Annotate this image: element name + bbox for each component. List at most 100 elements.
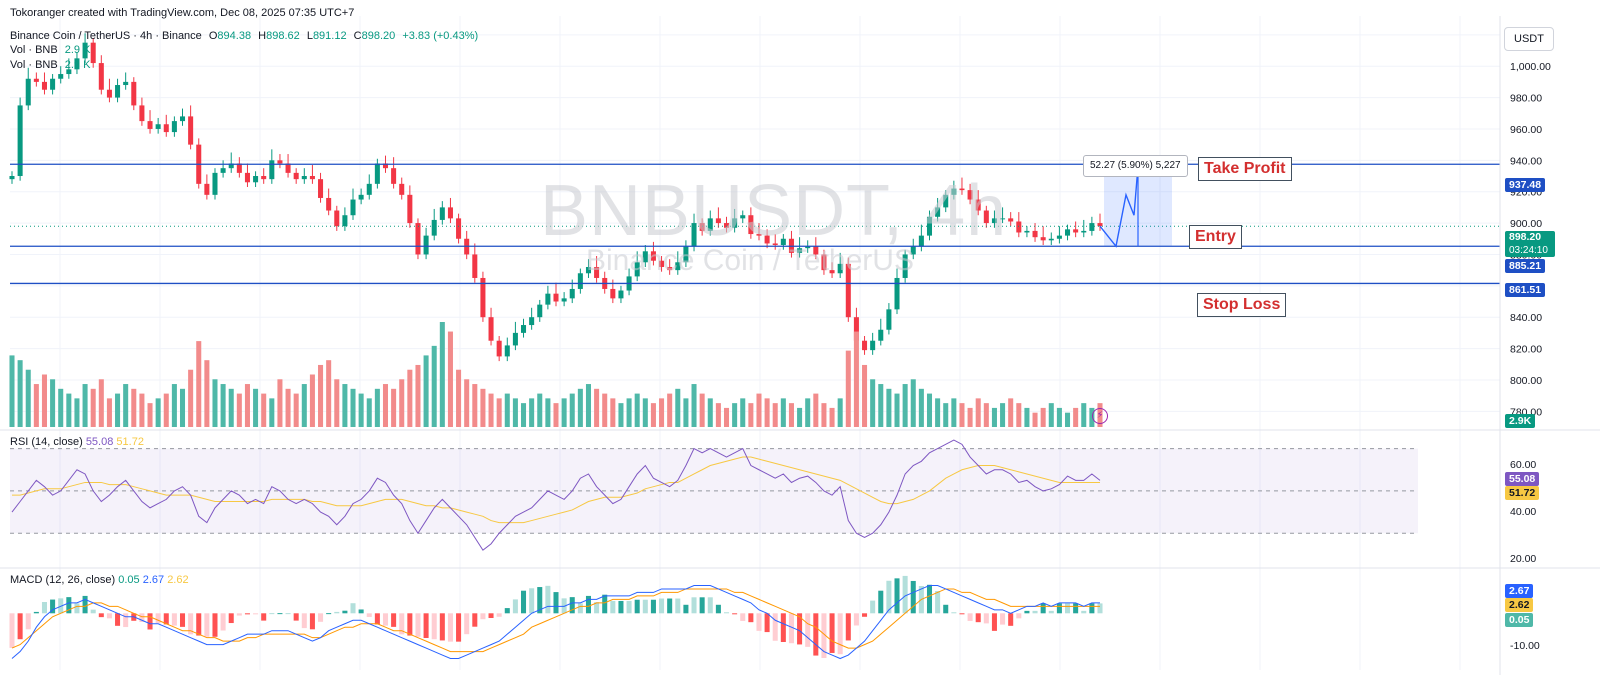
macd-histogram-bar (179, 613, 186, 627)
macd-histogram-bar (764, 613, 770, 633)
candle-body (634, 262, 640, 277)
macd-histogram-bar (90, 609, 96, 614)
volume-bar (626, 398, 632, 427)
volume-bar (740, 398, 746, 427)
macd-histogram-bar (1008, 613, 1014, 626)
volume-bar (821, 403, 827, 427)
volume-bar (983, 403, 989, 427)
volume-bar (1073, 407, 1079, 427)
candle-body (496, 340, 502, 357)
volume-bar (188, 369, 194, 427)
take-profit-price-tag: 937.48 (1505, 178, 1546, 192)
volume-bar (829, 407, 835, 427)
candle-body (139, 105, 145, 122)
volume-bar (212, 379, 218, 427)
volume-bar (772, 403, 778, 427)
candle-body (431, 219, 437, 236)
macd-histogram-bar (886, 580, 892, 614)
volume-bar (123, 384, 129, 427)
volume-value: 2.9 K (64, 44, 91, 56)
candle-body (9, 176, 15, 180)
volume-bar (1056, 407, 1062, 427)
volume-tag: 2.9K (1505, 414, 1536, 428)
candle-body (423, 235, 429, 255)
candle-body (391, 168, 397, 184)
lightning-icon[interactable]: ⚡ (1092, 408, 1108, 424)
candle-body (797, 248, 803, 253)
macd-histogram-bar (309, 613, 315, 630)
macd-histogram-bar (407, 613, 413, 636)
macd-histogram-bar (1032, 610, 1038, 614)
volume-bar (707, 398, 713, 427)
macd-histogram-bar (253, 613, 259, 615)
macd-histogram-bar (675, 598, 681, 614)
macd-histogram-bar (399, 613, 405, 635)
volume-bar (342, 384, 348, 427)
last-price: 898.20 (1509, 231, 1542, 243)
volume-bar (512, 398, 518, 427)
ohlc-low: 891.12 (312, 30, 347, 42)
symbol-name[interactable]: Binance Coin / TetherUS · 4h · Binance (10, 30, 202, 42)
take-profit-label: Take Profit (1198, 157, 1292, 181)
candle-body (326, 197, 332, 211)
candle-body (399, 183, 405, 195)
price-axis-label: 1,000.00 (1510, 61, 1551, 73)
candle-body (447, 207, 453, 219)
volume-bar (1016, 403, 1022, 427)
volume-bar (244, 384, 250, 427)
candle-body (123, 81, 129, 86)
last-price-tag: 898.20 03:24:10 (1505, 231, 1555, 257)
candle-body (1032, 230, 1038, 238)
macd-histogram-bar (1056, 603, 1062, 614)
watermark-title: BNBUSDT, 4h (540, 171, 1008, 251)
macd-histogram-bar (423, 613, 429, 638)
macd-histogram-bar (642, 599, 648, 614)
macd-histogram-bar (123, 613, 129, 628)
macd-histogram-bar (1000, 613, 1006, 625)
ohlc-change: +3.83 (+0.43%) (402, 30, 479, 42)
volume-bar (756, 393, 762, 427)
candle-body (910, 246, 916, 255)
rsi-ma-tag: 51.72 (1505, 486, 1540, 500)
candle-body (642, 251, 648, 263)
macd-histogram-bar (155, 613, 161, 624)
volume-bar (285, 388, 291, 427)
candle-body (358, 194, 364, 200)
volume-bar (366, 398, 372, 427)
candle-body (715, 218, 721, 224)
macd-histogram-bar (33, 611, 39, 614)
volume-bar (9, 355, 15, 427)
candle-body (675, 262, 681, 271)
volume-bar (33, 384, 39, 427)
candle-body (350, 199, 356, 216)
macd-axis-label: -10.00 (1510, 640, 1540, 652)
volume-bar (561, 398, 567, 427)
candle-body (155, 124, 161, 129)
volume-bar (1065, 412, 1071, 427)
volume-row[interactable]: Vol · BNB 2.9 K (10, 44, 90, 56)
macd-histogram-bar (772, 613, 778, 641)
macd-histogram-bar (163, 613, 169, 625)
candle-body (561, 298, 567, 302)
candle-body (1016, 221, 1022, 233)
volume-bar (326, 360, 332, 427)
candle-body (991, 218, 997, 224)
macd-legend[interactable]: MACD (12, 26, close) 0.05 2.67 2.62 (10, 574, 189, 586)
macd-histogram-bar (1089, 603, 1095, 614)
volume-bar (862, 364, 868, 427)
volume-bar (699, 393, 705, 427)
rsi-legend[interactable]: RSI (14, close) 55.08 51.72 (10, 436, 144, 448)
macd-histogram-bar (959, 613, 965, 615)
volume-bar (545, 398, 551, 427)
macd-histogram-bar (626, 600, 632, 614)
volume-row[interactable]: Vol · BNB 2.9 K (10, 59, 90, 71)
currency-button[interactable]: USDT (1504, 27, 1554, 51)
candle-body (691, 223, 697, 247)
candle-body (318, 179, 324, 198)
candle-body (82, 42, 88, 59)
macd-histogram-bar (902, 575, 908, 614)
volume-bar (675, 388, 681, 427)
rsi-label: RSI (14, close) (10, 436, 83, 448)
macd-histogram-bar (569, 597, 575, 614)
candle-body (58, 74, 64, 79)
